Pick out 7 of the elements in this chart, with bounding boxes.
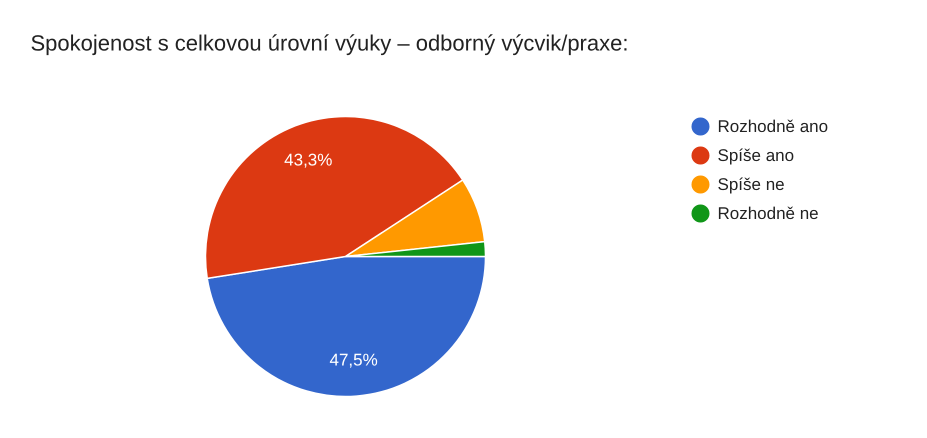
data-label: 43,3% — [284, 150, 332, 170]
legend-label: Rozhodně ne — [718, 204, 819, 223]
legend-label: Spíše ne — [718, 175, 785, 194]
data-label: 47,5% — [330, 350, 378, 370]
chart-title: Spokojenost s celkovou úrovní výuky – odborný výcvik/praxe: — [30, 30, 628, 56]
legend-label: Spíše ano — [718, 146, 794, 165]
legend-label: Rozhodně ano — [718, 117, 828, 136]
